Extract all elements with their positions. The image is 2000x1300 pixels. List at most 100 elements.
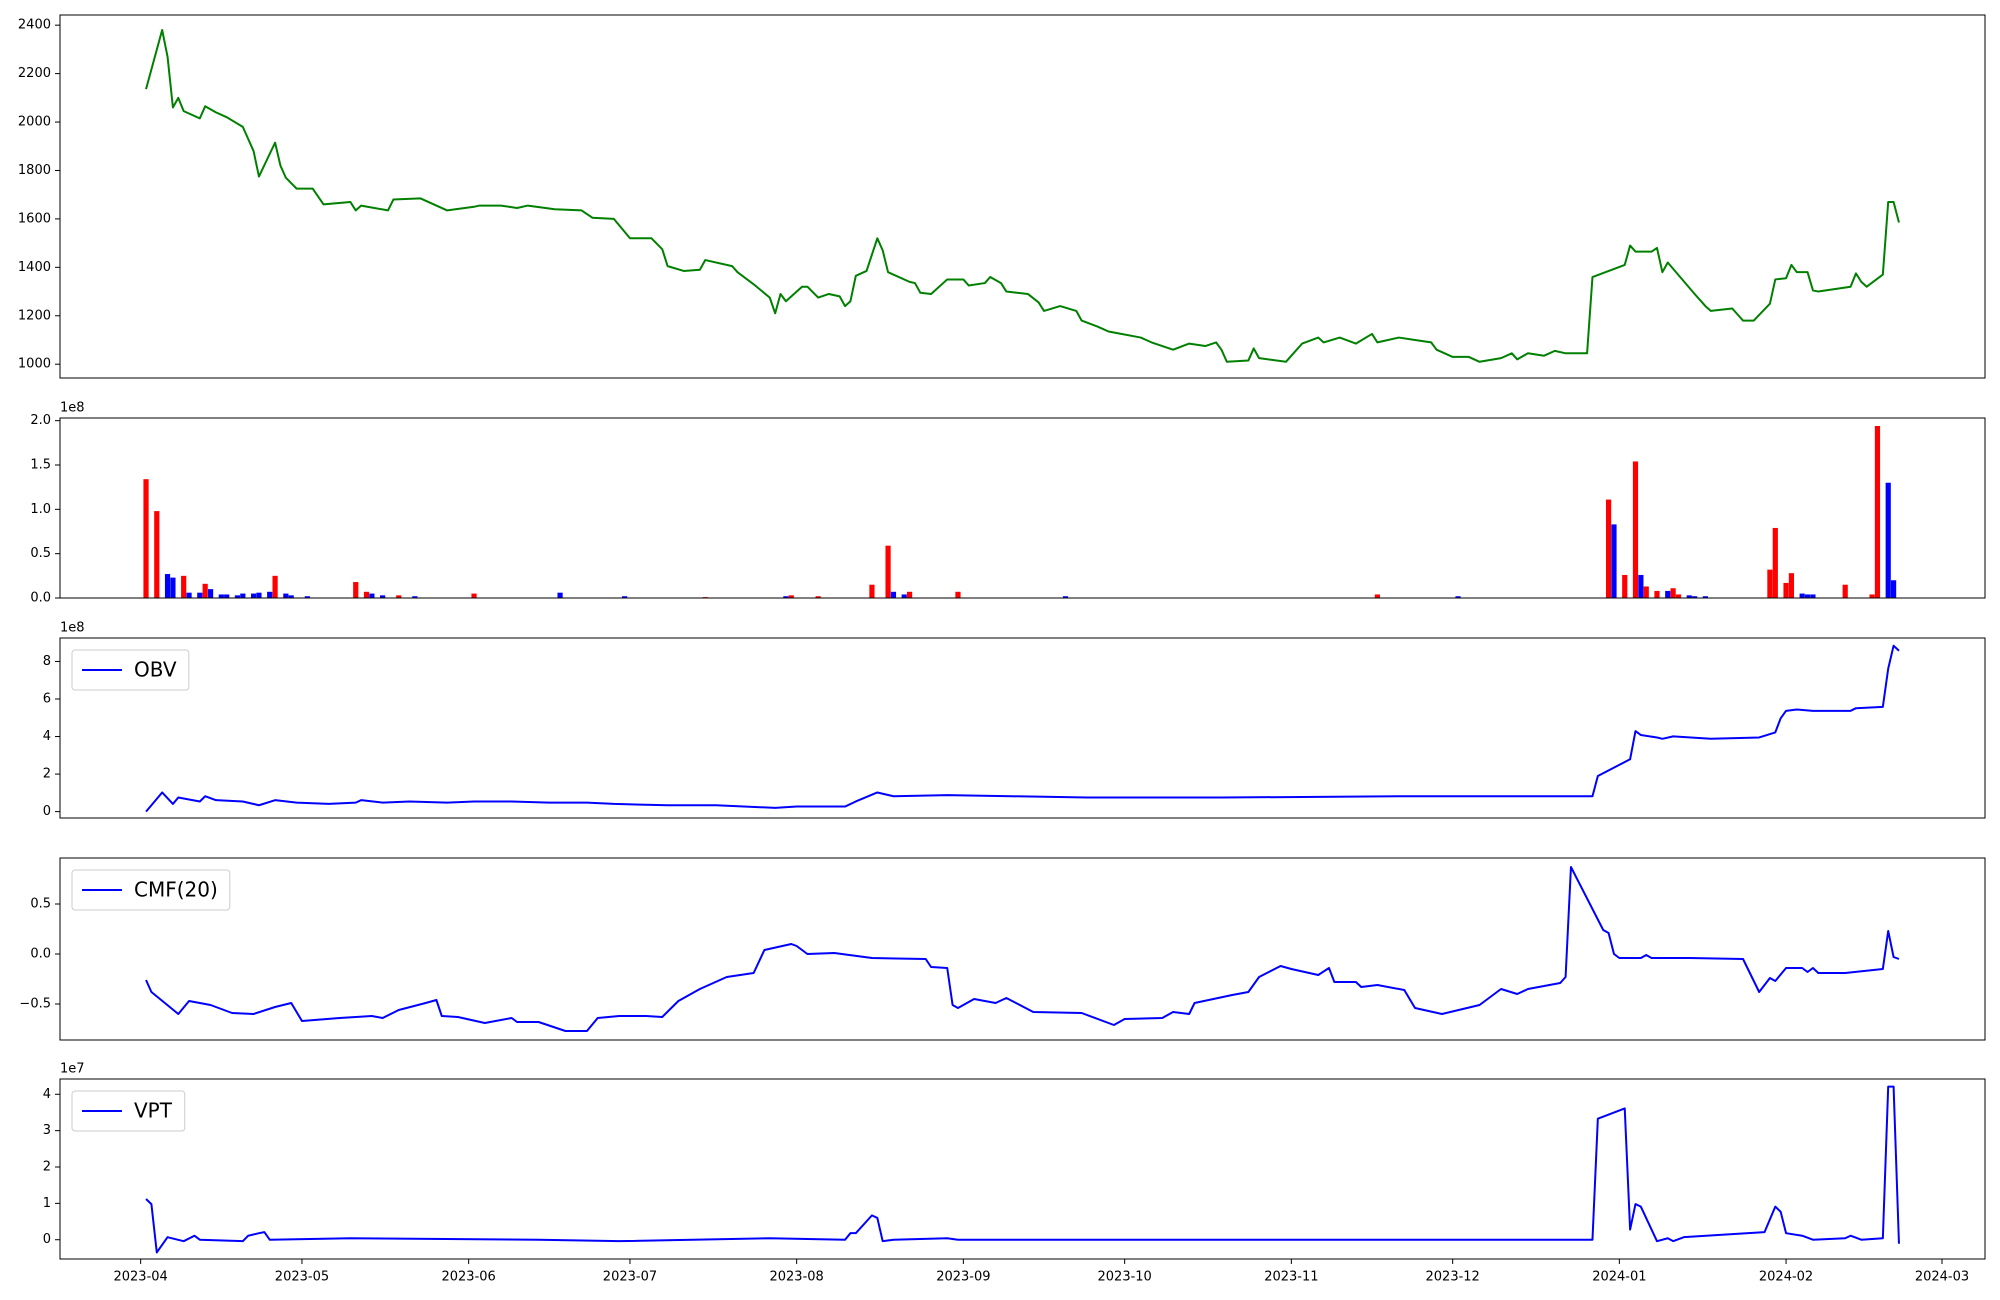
y-tick-label: 0.0 — [30, 591, 51, 606]
x-tick-label: 2023-05 — [275, 1270, 329, 1285]
data-line — [145, 29, 1900, 363]
bar — [1611, 524, 1617, 598]
bar — [885, 545, 891, 598]
axes-frame — [59, 417, 1986, 599]
bar — [1772, 527, 1778, 598]
bar — [901, 594, 907, 598]
bar — [197, 592, 203, 598]
bar — [1799, 593, 1805, 598]
axes-frame — [59, 857, 1986, 1041]
bar — [304, 596, 310, 598]
bar — [164, 574, 171, 598]
bar — [353, 582, 359, 598]
bar — [1665, 590, 1671, 598]
x-tick-label: 2024-03 — [1915, 1270, 1969, 1285]
bar — [1804, 594, 1811, 598]
x-tick-label: 2023-09 — [936, 1270, 990, 1285]
bar — [1606, 499, 1612, 598]
bar — [363, 591, 370, 598]
x-tick-label: 2023-10 — [1098, 1270, 1152, 1285]
bar — [1638, 574, 1644, 598]
bar — [288, 595, 294, 598]
legend-box — [71, 649, 190, 691]
bar — [250, 593, 257, 598]
bar — [815, 596, 821, 598]
x-tick-label: 2023-04 — [113, 1270, 167, 1285]
bar — [369, 593, 375, 598]
bar — [1810, 594, 1816, 598]
bar — [1675, 594, 1682, 598]
bar — [1783, 582, 1789, 598]
bar — [234, 595, 241, 598]
x-tick-label: 2024-01 — [1592, 1270, 1646, 1285]
bar — [272, 575, 278, 598]
y-tick-label: 1.5 — [30, 457, 51, 472]
y-tick-label: 2 — [43, 767, 51, 782]
legend-label: VPT — [134, 1099, 173, 1123]
bar — [1632, 461, 1639, 598]
y-tick-label: 6 — [43, 692, 51, 707]
bar — [906, 591, 913, 598]
bar — [1374, 594, 1380, 598]
y-tick-label: 3 — [43, 1123, 51, 1138]
bar — [1890, 580, 1897, 598]
y-tick-label: 0.5 — [30, 897, 51, 912]
y-tick-label: 8 — [43, 654, 51, 669]
bar — [1062, 596, 1069, 598]
axes-frame — [59, 14, 1986, 379]
axis-offset-label: 1e8 — [60, 621, 85, 636]
bar — [1622, 574, 1628, 598]
y-tick-label: 4 — [43, 729, 51, 744]
axis-offset-label: 1e7 — [60, 1062, 85, 1077]
bar — [471, 593, 477, 598]
axes-frame — [59, 1078, 1986, 1260]
bar — [1874, 425, 1881, 598]
x-tick-label: 2023-07 — [603, 1270, 657, 1285]
bar — [240, 593, 246, 598]
bar — [1686, 595, 1692, 598]
y-tick-label: 2.0 — [30, 413, 51, 428]
y-tick-label: 1000 — [18, 357, 51, 372]
y-tick-label: 2200 — [18, 66, 51, 81]
bar — [1767, 569, 1773, 598]
legend-label: CMF(20) — [134, 878, 218, 902]
bar — [1692, 596, 1698, 598]
bar — [1654, 590, 1660, 598]
bar — [557, 592, 563, 598]
data-line — [145, 644, 1900, 813]
bar — [380, 595, 386, 598]
bar — [181, 575, 187, 598]
bar — [267, 591, 273, 598]
bar — [170, 577, 176, 598]
bar — [283, 593, 289, 598]
bar — [1842, 584, 1848, 598]
x-tick-label: 2023-06 — [441, 1270, 495, 1285]
x-tick-label: 2023-08 — [769, 1270, 823, 1285]
bar — [1885, 482, 1891, 598]
bar — [207, 589, 214, 598]
data-line — [145, 866, 1900, 1032]
y-tick-label: 2000 — [18, 115, 51, 130]
bar — [890, 591, 897, 598]
bar — [955, 591, 961, 598]
y-tick-label: 0.0 — [30, 947, 51, 962]
bar — [621, 596, 628, 598]
y-tick-label: 4 — [43, 1087, 51, 1102]
bar — [1455, 596, 1461, 598]
y-tick-label: −0.5 — [19, 997, 51, 1012]
bar — [783, 596, 789, 598]
y-tick-label: 2400 — [18, 18, 51, 33]
y-tick-label: 0 — [43, 804, 51, 819]
bar — [218, 594, 224, 598]
bar — [1788, 573, 1795, 598]
bar — [396, 595, 402, 598]
bar — [1670, 588, 1676, 598]
y-tick-label: 0.5 — [30, 546, 51, 561]
axis-offset-label: 1e8 — [60, 401, 85, 416]
bar — [186, 592, 192, 598]
legend-box — [71, 869, 231, 911]
y-tick-label: 1 — [43, 1196, 51, 1211]
y-tick-label: 1600 — [18, 211, 51, 226]
bar — [412, 596, 418, 598]
